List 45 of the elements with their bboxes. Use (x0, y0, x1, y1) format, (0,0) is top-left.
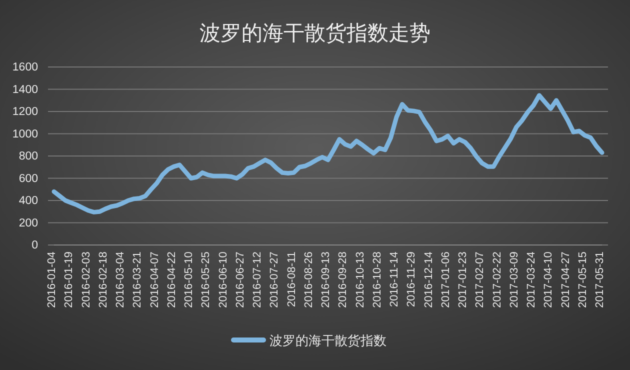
y-tick-label: 600 (18, 172, 38, 185)
x-tick-label: 2016-04-07 (148, 252, 161, 308)
x-tick-label: 2017-03-09 (508, 252, 520, 308)
y-tick-label: 800 (18, 150, 38, 163)
x-tick-label: 2016-08-26 (302, 252, 315, 308)
x-tick-label: 2016-05-25 (200, 252, 212, 308)
x-tick-label: 2016-06-27 (234, 252, 246, 308)
x-tick-label: 2016-11-14 (388, 252, 401, 308)
x-tick-label: 2016-03-04 (114, 252, 127, 308)
x-tick-label: 2017-04-27 (560, 252, 572, 308)
x-tick-label: 2017-03-24 (526, 252, 538, 308)
x-tick-label: 2017-02-07 (474, 252, 486, 308)
y-tick-label: 1200 (12, 106, 38, 118)
chart-title: 波罗的海干散货指数走势 (200, 21, 430, 45)
x-tick-label: 2016-10-13 (354, 252, 366, 308)
x-tick-label: 2016-09-28 (337, 252, 350, 308)
x-tick-label: 2017-04-10 (542, 252, 555, 308)
y-tick-label: 1600 (12, 62, 38, 74)
x-tick-label: 2017-02-22 (491, 252, 504, 308)
y-tick-label: 200 (18, 217, 38, 230)
y-tick-label: 1000 (12, 128, 38, 140)
x-tick-label: 2017-05-15 (576, 252, 589, 308)
x-tick-label: 2016-01-19 (63, 252, 76, 308)
y-tick-label: 400 (18, 195, 38, 208)
x-tick-label: 2016-04-22 (166, 252, 178, 308)
x-tick-label: 2016-05-10 (183, 252, 196, 308)
x-tick-label: 2017-01-06 (440, 252, 452, 308)
y-tick-label: 1400 (12, 84, 38, 96)
legend-label: 波罗的海干散货指数 (270, 334, 386, 349)
x-tick-label: 2016-08-11 (286, 252, 298, 308)
x-tick-label: 2016-07-12 (252, 252, 264, 308)
x-tick-label: 2017-01-23 (457, 252, 470, 308)
x-tick-label: 2016-02-18 (97, 252, 110, 308)
y-tick-label: 0 (32, 240, 38, 252)
x-tick-label: 2016-07-27 (268, 252, 281, 308)
line-series (52, 93, 604, 214)
x-tick-label: 2016-10-28 (371, 252, 384, 308)
x-tick-label: 2016-09-13 (320, 252, 332, 308)
x-tick-label: 2016-06-10 (217, 252, 230, 308)
x-tick-label: 2016-12-14 (422, 252, 435, 308)
x-tick-label: 2017-05-31 (594, 252, 606, 308)
x-tick-label: 2016-03-21 (132, 252, 144, 308)
x-tick-label: 2016-01-04 (46, 252, 58, 308)
x-tick-label: 2016-02-03 (80, 252, 92, 308)
x-tick-label: 2016-11-29 (406, 252, 418, 308)
